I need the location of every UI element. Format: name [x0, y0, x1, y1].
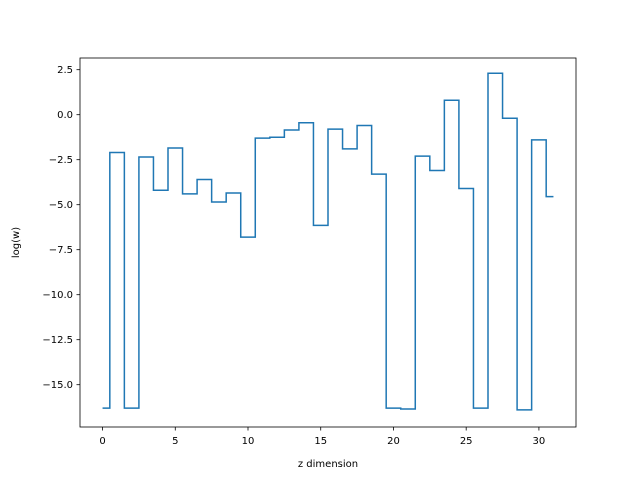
series-group [102, 72, 554, 411]
y-axis-ticks: 2.5 0.0 −2.5 −5.0 −7.5 −10.0 −12.5 −15.0 [42, 65, 80, 391]
y-axis-label: log(w) [11, 227, 22, 258]
plot-area [80, 58, 576, 427]
x-tick-label: 20 [387, 436, 400, 447]
y-tick-label: −5.0 [49, 200, 73, 211]
axes-frame [79, 57, 577, 428]
y-tick-label: −15.0 [42, 380, 73, 391]
x-tick-label: 10 [242, 436, 255, 447]
x-tick-label: 30 [533, 436, 546, 447]
x-tick-label: 0 [99, 436, 105, 447]
x-tick-label: 25 [460, 436, 473, 447]
x-tick-label: 15 [314, 436, 327, 447]
y-tick-label: 2.5 [57, 65, 73, 76]
x-axis-label: z dimension [298, 459, 358, 470]
x-tick-label: 5 [172, 436, 178, 447]
y-tick-label: −2.5 [49, 155, 73, 166]
series-line-0 [102, 72, 554, 411]
y-tick-label: −7.5 [49, 245, 73, 256]
y-tick-label: −10.0 [42, 290, 73, 301]
x-axis-ticks: 0 5 10 15 20 25 30 [99, 427, 545, 447]
y-tick-label: −12.5 [42, 335, 73, 346]
y-tick-label: 0.0 [57, 110, 73, 121]
